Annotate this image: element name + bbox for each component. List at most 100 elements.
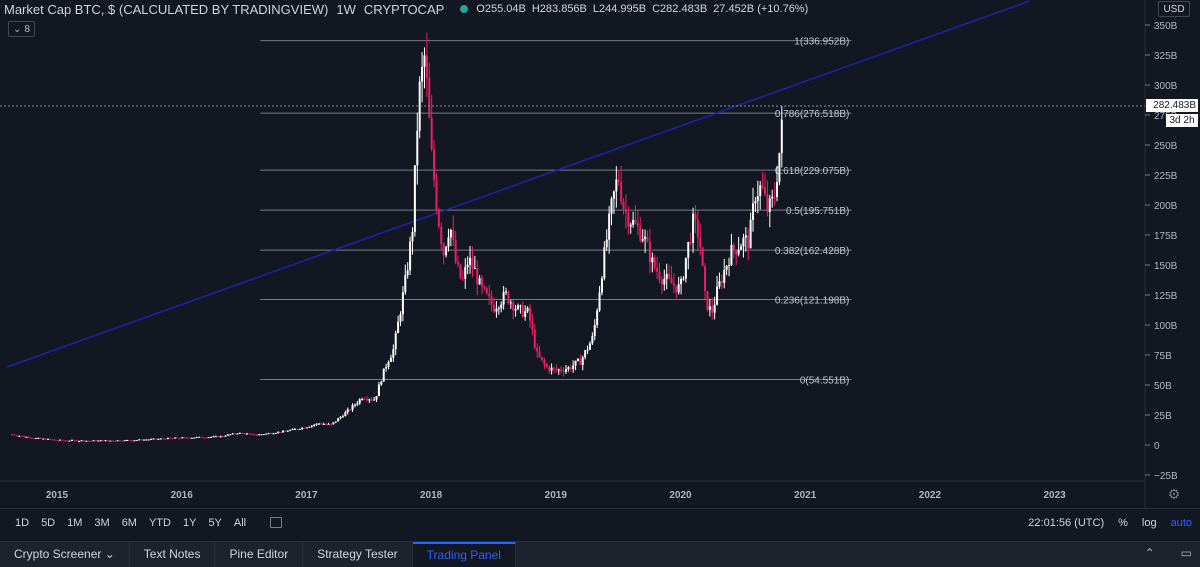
candle-body	[162, 438, 165, 440]
fibonacci-retracement[interactable]: 1(336.952B) 0.786(276.518B) 0.618(229.075B…	[260, 37, 852, 387]
candle-body	[246, 433, 249, 435]
range-1d[interactable]: 1D	[15, 516, 30, 529]
candle-body	[430, 117, 433, 150]
x-tick-label: 2019	[545, 490, 568, 501]
trend-line[interactable]	[6, 0, 1030, 368]
currency-badge[interactable]: USD	[1158, 1, 1190, 17]
candle-body	[111, 440, 114, 442]
candle-body	[241, 432, 244, 434]
range-all[interactable]: All	[233, 516, 247, 529]
close-value: C282.483B	[652, 3, 708, 15]
candle-body	[437, 210, 440, 227]
candle-body	[301, 427, 304, 429]
candle-body	[708, 306, 711, 310]
candle-body	[447, 237, 450, 247]
candle-body	[63, 440, 66, 442]
candle-body	[672, 283, 675, 286]
candle-body	[54, 439, 57, 441]
candle-body	[365, 399, 368, 401]
candle-body	[459, 264, 462, 278]
candle-body	[385, 366, 388, 369]
time-axis[interactable]: 2015 2016 2017 2018 2019 2020 2021 2022 2023	[46, 490, 1066, 501]
candle-body	[493, 304, 496, 312]
symbol-title[interactable]: Market Cap BTC, $ (CALCULATED BY TRADING…	[4, 1, 329, 17]
candles	[11, 32, 783, 442]
candle-body	[337, 418, 340, 422]
candle-body	[584, 350, 587, 358]
candle-body	[114, 440, 117, 442]
chart-canvas[interactable]: 1(336.952B) 0.786(276.518B) 0.618(229.075B…	[0, 0, 1200, 508]
range-5d[interactable]: 5D	[41, 516, 56, 529]
candle-body	[75, 440, 78, 442]
range-3m[interactable]: 3M	[94, 516, 110, 529]
candle-body	[718, 281, 721, 287]
range-1y[interactable]: 1Y	[182, 516, 197, 529]
gear-icon[interactable]: ⚙	[1167, 486, 1181, 502]
candle-body	[473, 268, 476, 270]
candle-body	[106, 440, 109, 442]
indicators-toggle[interactable]: ⌄ 8	[8, 21, 35, 37]
auto-scale-toggle[interactable]: auto	[1170, 516, 1192, 529]
bar-countdown-label: 3d 2h	[1166, 114, 1198, 127]
candle-body	[461, 277, 464, 279]
candle-body	[164, 438, 167, 440]
collapse-icon[interactable]: ⌃	[1144, 546, 1155, 560]
tab-crypto-screener[interactable]: Crypto Screener ⌄	[0, 542, 130, 567]
candle-body	[490, 296, 493, 305]
candle-body	[42, 438, 45, 440]
candle-body	[425, 55, 428, 78]
candle-body	[411, 231, 414, 242]
candle-body	[25, 436, 28, 438]
candle-body	[346, 409, 349, 413]
candle-body	[780, 119, 783, 153]
candle-body	[248, 433, 251, 435]
candle-body	[82, 440, 85, 442]
y-tick-label: 125B	[1154, 291, 1178, 302]
candle-body	[97, 440, 100, 442]
candle-body	[481, 278, 484, 287]
candle-body	[564, 369, 567, 372]
candle-body	[361, 399, 364, 401]
candle-body	[236, 433, 239, 435]
clock[interactable]: 22:01:56 (UTC)	[1028, 516, 1105, 529]
tab-trading-panel[interactable]: Trading Panel	[412, 542, 516, 567]
interval-label[interactable]: 1W	[336, 1, 356, 17]
high-value: H283.856B	[531, 3, 587, 15]
candle-body	[145, 439, 148, 441]
price-axis[interactable]: −25B 0 25B 50B 75B 100B 125B 150B 175B 200B 225B 25…	[1145, 21, 1178, 482]
candle-body	[277, 431, 280, 433]
candle-body	[265, 433, 268, 435]
candle-body	[536, 347, 539, 352]
tab-pine-editor[interactable]: Pine Editor	[215, 542, 304, 567]
candle-body	[598, 292, 601, 311]
candle-body	[505, 291, 508, 293]
candle-body	[58, 439, 61, 441]
percent-scale-toggle[interactable]: %	[1118, 516, 1128, 529]
candle-body	[394, 333, 397, 350]
range-5y[interactable]: 5Y	[208, 516, 222, 529]
candle-body	[416, 130, 419, 166]
candle-body	[706, 291, 709, 310]
tab-text-notes[interactable]: Text Notes	[130, 542, 216, 567]
candle-body	[341, 416, 344, 418]
maximize-icon[interactable]: ▭	[1180, 546, 1192, 560]
candle-body	[15, 435, 18, 437]
range-ytd[interactable]: YTD	[148, 516, 171, 529]
range-1m[interactable]: 1M	[67, 516, 83, 529]
range-6m[interactable]: 6M	[121, 516, 137, 529]
candle-body	[651, 257, 654, 263]
calendar-icon[interactable]	[270, 517, 283, 528]
tab-strategy-tester[interactable]: Strategy Tester	[303, 542, 413, 567]
candle-body	[313, 424, 316, 426]
candle-body	[51, 439, 54, 441]
log-scale-toggle[interactable]: log	[1141, 516, 1157, 529]
candle-body	[298, 428, 301, 430]
candle-body	[701, 247, 704, 267]
candle-body	[174, 437, 177, 439]
candle-body	[624, 209, 627, 213]
candle-body	[732, 244, 735, 251]
candle-body	[279, 431, 282, 433]
y-tick-label: 200B	[1154, 201, 1178, 212]
candle-body	[377, 384, 380, 397]
candle-body	[512, 302, 515, 311]
